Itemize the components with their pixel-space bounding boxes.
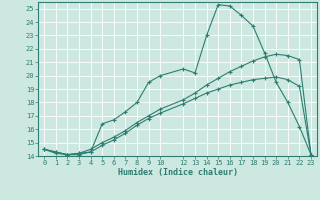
X-axis label: Humidex (Indice chaleur): Humidex (Indice chaleur) (118, 168, 238, 177)
